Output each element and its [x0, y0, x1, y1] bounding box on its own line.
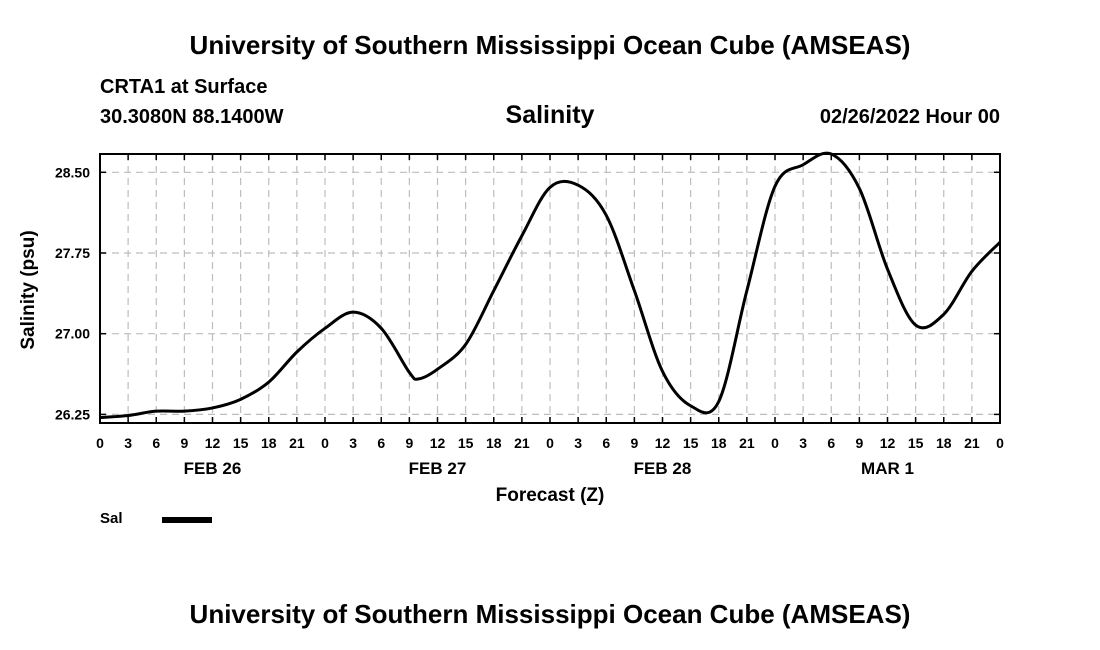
- day-label: MAR 1: [861, 459, 914, 478]
- x-tick-label: 21: [739, 435, 755, 451]
- x-tick-label: 18: [486, 435, 502, 451]
- x-tick-label: 18: [936, 435, 952, 451]
- data-layer: [99, 151, 1002, 420]
- x-tick-label: 21: [289, 435, 305, 451]
- x-tick-label: 21: [964, 435, 980, 451]
- x-tick-label: 15: [683, 435, 699, 451]
- x-tick-label: 0: [996, 435, 1004, 451]
- x-tick-label: 3: [349, 435, 357, 451]
- x-tick-label: 18: [261, 435, 277, 451]
- x-tick-label: 9: [405, 435, 413, 451]
- x-tick-label: 18: [711, 435, 727, 451]
- x-tick-label: 3: [574, 435, 582, 451]
- legend-label: Sal: [100, 510, 123, 527]
- chart-title: Salinity: [505, 101, 595, 129]
- x-tick-label: 15: [908, 435, 924, 451]
- day-label: FEB 27: [409, 459, 467, 478]
- x-tick-label: 3: [124, 435, 132, 451]
- x-tick-label: 9: [630, 435, 638, 451]
- x-tick-label: 0: [96, 435, 104, 451]
- y-tick-label: 28.50: [55, 164, 90, 180]
- x-tick-label: 6: [827, 435, 835, 451]
- coordinates-label: 30.3080N 88.1400W: [100, 106, 284, 128]
- day-label: FEB 26: [184, 459, 242, 478]
- x-tick-label: 9: [180, 435, 188, 451]
- x-tick-label: 9: [855, 435, 863, 451]
- x-tick-label: 0: [321, 435, 329, 451]
- x-tick-label: 12: [430, 435, 446, 451]
- x-tick-label: 3: [799, 435, 807, 451]
- x-tick-label: 0: [546, 435, 554, 451]
- grid-layer: [100, 154, 1000, 423]
- x-tick-label: 6: [602, 435, 610, 451]
- y-axis-label: Salinity (psu): [18, 230, 39, 349]
- station-label: CRTA1 at Surface: [100, 76, 268, 98]
- datetime-label: 02/26/2022 Hour 00: [819, 106, 1000, 128]
- x-tick-label: 6: [377, 435, 385, 451]
- series-line-sal: [99, 151, 1002, 420]
- x-tick-label: 12: [880, 435, 896, 451]
- x-tick-label: 12: [655, 435, 671, 451]
- top-title: University of Southern Mississippi Ocean…: [189, 30, 911, 60]
- axis-layer: 0 3 6 9 12 15 18 21 0 3 6 9 12 15 18 21 0 3 6 9 12 15 18 21 0 3 6 9…: [55, 153, 1004, 478]
- y-tick-label: 26.25: [55, 406, 90, 422]
- x-axis-label: Forecast (Z): [496, 485, 605, 506]
- x-tick-label: 21: [514, 435, 530, 451]
- x-tick-label: 6: [152, 435, 160, 451]
- y-tick-label: 27.00: [55, 326, 90, 342]
- legend-line-swatch: [162, 517, 212, 523]
- day-label: FEB 28: [634, 459, 692, 478]
- x-tick-label: 15: [233, 435, 249, 451]
- x-tick-label: 12: [205, 435, 221, 451]
- bottom-title: University of Southern Mississippi Ocean…: [189, 599, 911, 629]
- x-tick-label: 0: [771, 435, 779, 451]
- x-tick-label: 15: [458, 435, 474, 451]
- y-tick-label: 27.75: [55, 245, 90, 261]
